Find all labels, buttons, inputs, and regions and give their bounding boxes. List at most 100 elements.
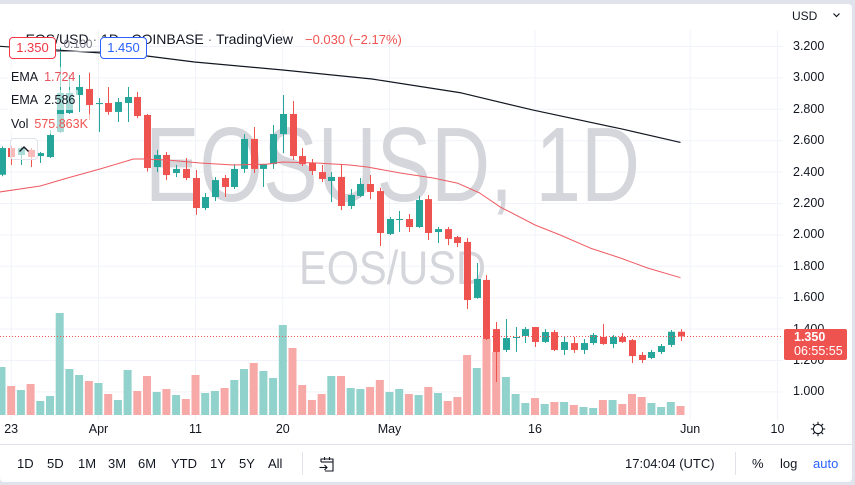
- range-5d[interactable]: 5D: [47, 456, 64, 471]
- candle[interactable]: [503, 319, 510, 352]
- candle[interactable]: [134, 92, 141, 119]
- candle[interactable]: [251, 127, 258, 174]
- candle[interactable]: [280, 94, 287, 154]
- chart-pane[interactable]: EOSUSD, 1D EOS/USD: [0, 0, 783, 420]
- range-6m[interactable]: 6M: [138, 456, 157, 471]
- candle-body: [47, 135, 54, 157]
- candle[interactable]: [319, 165, 326, 182]
- candle[interactable]: [542, 329, 549, 344]
- candle[interactable]: [231, 164, 238, 190]
- candle[interactable]: [454, 235, 461, 247]
- candle[interactable]: [590, 332, 597, 345]
- legend-ema-fast[interactable]: EMA 1.724: [8, 67, 79, 87]
- candle[interactable]: [328, 172, 335, 203]
- price-axis[interactable]: 3.200 3.000 2.800 2.600 2.400 2.200 2.000 1.800…: [793, 0, 851, 420]
- candle[interactable]: [387, 216, 394, 236]
- candle[interactable]: [144, 113, 151, 172]
- candle[interactable]: [357, 178, 364, 198]
- candle[interactable]: [202, 192, 209, 211]
- candle[interactable]: [522, 327, 529, 344]
- candle[interactable]: [619, 332, 626, 344]
- candle-body: [619, 336, 626, 342]
- candle[interactable]: [483, 275, 490, 341]
- percent-scale-toggle[interactable]: %: [752, 456, 764, 471]
- candle-body: [668, 331, 675, 345]
- candle[interactable]: [212, 176, 219, 201]
- candle[interactable]: [0, 146, 6, 177]
- currency-select[interactable]: USD: [792, 9, 818, 23]
- candle-body: [483, 279, 490, 339]
- candle[interactable]: [658, 343, 665, 355]
- candle[interactable]: [639, 351, 646, 363]
- candle[interactable]: [125, 86, 132, 122]
- candle[interactable]: [629, 338, 636, 363]
- range-3m[interactable]: 3M: [108, 456, 127, 471]
- time-axis[interactable]: 23 Apr 11 20 May 16 Jun 10: [0, 421, 784, 439]
- candle[interactable]: [222, 175, 229, 198]
- chevron-down-icon[interactable]: [832, 12, 841, 18]
- go-to-date-calendar-icon[interactable]: [318, 455, 336, 473]
- candle[interactable]: [416, 195, 423, 228]
- auto-scale-toggle[interactable]: auto: [813, 456, 839, 471]
- candle[interactable]: [163, 151, 170, 181]
- candle[interactable]: [551, 330, 558, 352]
- candle[interactable]: [561, 336, 568, 355]
- candle[interactable]: [464, 238, 471, 309]
- candle[interactable]: [154, 149, 161, 173]
- candle[interactable]: [513, 327, 520, 352]
- volume-bar: [414, 395, 423, 415]
- candle[interactable]: [532, 327, 539, 347]
- range-1d[interactable]: 1D: [17, 456, 34, 471]
- legend-volume[interactable]: Vol 575.863K: [8, 114, 91, 134]
- candle[interactable]: [47, 129, 54, 158]
- candle[interactable]: [406, 213, 413, 233]
- candle[interactable]: [648, 349, 655, 360]
- range-1m[interactable]: 1M: [78, 456, 97, 471]
- candle[interactable]: [367, 175, 374, 200]
- candle[interactable]: [241, 134, 248, 174]
- range-all[interactable]: All: [268, 456, 283, 471]
- candle[interactable]: [338, 165, 345, 211]
- range-5y[interactable]: 5Y: [239, 456, 255, 471]
- candle[interactable]: [493, 322, 500, 382]
- candle[interactable]: [678, 329, 685, 342]
- candle[interactable]: [425, 194, 432, 241]
- candle[interactable]: [396, 211, 403, 233]
- buy-button[interactable]: 1.450: [100, 37, 147, 59]
- legend-collapse-button[interactable]: [10, 138, 38, 160]
- candle[interactable]: [610, 335, 617, 349]
- candle[interactable]: [571, 336, 578, 353]
- candle[interactable]: [76, 75, 83, 112]
- candle[interactable]: [260, 164, 267, 187]
- candle[interactable]: [309, 159, 316, 176]
- candle[interactable]: [581, 338, 588, 355]
- candle[interactable]: [173, 165, 180, 177]
- ema-slow-line[interactable]: [0, 45, 681, 143]
- log-scale-toggle[interactable]: log: [780, 456, 798, 471]
- candle[interactable]: [115, 97, 122, 122]
- candle[interactable]: [377, 187, 384, 247]
- candle[interactable]: [435, 227, 442, 244]
- candle[interactable]: [348, 189, 355, 209]
- ema-fast-line[interactable]: [0, 158, 681, 279]
- candle[interactable]: [600, 324, 607, 345]
- legend-ema-slow[interactable]: EMA 2.586: [8, 90, 79, 110]
- candle[interactable]: [474, 262, 481, 299]
- candle[interactable]: [37, 151, 44, 163]
- sell-button[interactable]: 1.350: [9, 37, 56, 59]
- candle-body: [590, 335, 597, 344]
- candle[interactable]: [445, 227, 452, 246]
- range-1y[interactable]: 1Y: [210, 456, 226, 471]
- candle-body: [270, 134, 277, 165]
- candle[interactable]: [668, 330, 675, 347]
- candle[interactable]: [105, 86, 112, 115]
- clock-time[interactable]: 17:04:04 (UTC): [625, 456, 715, 471]
- candle[interactable]: [193, 170, 200, 215]
- candle[interactable]: [96, 97, 103, 133]
- candle[interactable]: [86, 72, 93, 120]
- settings-gear-icon[interactable]: [810, 421, 826, 437]
- range-ytd[interactable]: YTD: [171, 456, 197, 471]
- candle[interactable]: [270, 124, 277, 169]
- toolbar-separator: [302, 452, 303, 475]
- candle[interactable]: [290, 100, 297, 160]
